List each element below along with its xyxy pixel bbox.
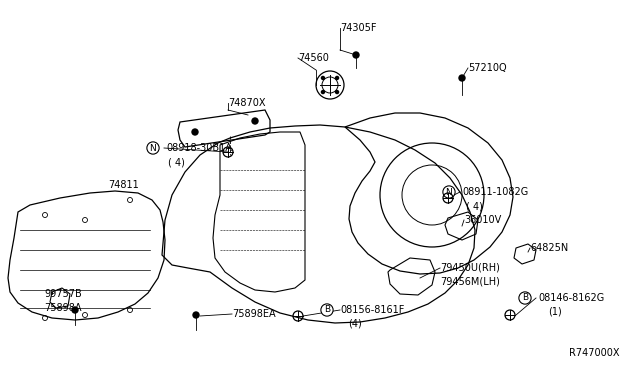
Text: N: N [445,187,452,196]
Text: (1): (1) [548,307,562,317]
Text: 79450U(RH): 79450U(RH) [440,263,500,273]
Circle shape [459,75,465,81]
Text: 75898A: 75898A [44,303,81,313]
Text: B: B [522,294,528,302]
Text: 74305F: 74305F [340,23,376,33]
Text: B: B [324,305,330,314]
Circle shape [72,307,78,313]
Circle shape [321,76,324,80]
Text: 36010V: 36010V [464,215,501,225]
Circle shape [252,118,258,124]
Text: 79456M(LH): 79456M(LH) [440,277,500,287]
Text: 74870X: 74870X [228,98,266,108]
Circle shape [353,52,359,58]
Circle shape [192,129,198,135]
Text: 08918-30B1A: 08918-30B1A [166,143,232,153]
Circle shape [335,90,339,94]
Circle shape [321,90,324,94]
Text: ( 4): ( 4) [466,201,483,211]
Text: (4): (4) [348,319,362,329]
Circle shape [193,312,199,318]
Text: 08146-8162G: 08146-8162G [538,293,604,303]
Text: R747000X: R747000X [570,348,620,358]
Text: 08156-8161F: 08156-8161F [340,305,404,315]
Text: 75898EA: 75898EA [232,309,276,319]
Text: 99757B: 99757B [44,289,82,299]
Text: ( 4): ( 4) [168,157,185,167]
Text: N: N [150,144,156,153]
Text: 57210Q: 57210Q [468,63,507,73]
Text: 08911-1082G: 08911-1082G [462,187,528,197]
Text: 74811: 74811 [108,180,139,190]
Circle shape [335,76,339,80]
Text: 64825N: 64825N [530,243,568,253]
Text: 74560: 74560 [298,53,329,63]
